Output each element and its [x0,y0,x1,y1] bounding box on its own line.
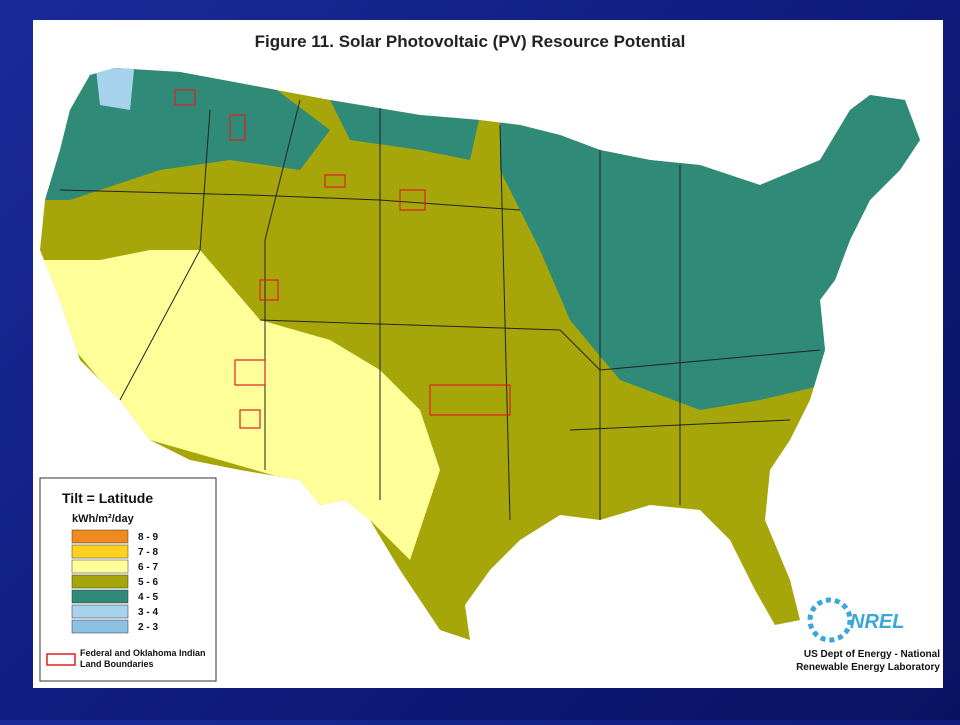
legend-swatch [71,619,129,634]
region-3-4 [95,68,135,110]
legend-swatch [71,529,129,544]
land-boundaries [174,89,511,429]
legend-swatch [71,589,129,604]
legend-swatch [71,544,129,559]
figure-title: Figure 11. Solar Photovoltaic (PV) Resou… [255,32,686,51]
legend-items: 8 - 9 7 - 8 6 - 7 5 - 6 4 - 5 3 - 4 2 - 3 [71,529,158,634]
state-lines [59,99,821,521]
legend-title: Tilt = Latitude [62,490,153,506]
legend-swatch [71,604,129,619]
boundary-label-box: Federal and Oklahoma Indian Land Boundar… [80,648,206,669]
legend-label: 4 - 5 [138,592,158,603]
legend-label: 5 - 6 [138,577,158,588]
legend-label: 7 - 8 [138,547,158,558]
legend-label: 8 - 9 [138,532,158,543]
legend-swatch [71,559,129,574]
boundary-swatch [46,653,76,666]
logo-mark [807,597,853,643]
legend-label: 6 - 7 [138,562,158,573]
logo-text: NREL [850,611,904,633]
legend-label: 3 - 4 [138,607,158,618]
credit: US Dept of Energy - National Renewable E… [796,649,940,673]
legend-label: 2 - 3 [138,622,158,633]
boundary-label: Federal and Oklahoma Indian Land Boundar… [80,648,206,669]
legend-swatch [71,574,129,589]
nrel-logo: NREL [807,597,904,643]
region-6-7 [40,250,440,560]
region-4-5 [500,80,920,410]
credit-box: US Dept of Energy - National Renewable E… [796,649,940,673]
legend-units: kWh/m²/day [72,513,135,525]
